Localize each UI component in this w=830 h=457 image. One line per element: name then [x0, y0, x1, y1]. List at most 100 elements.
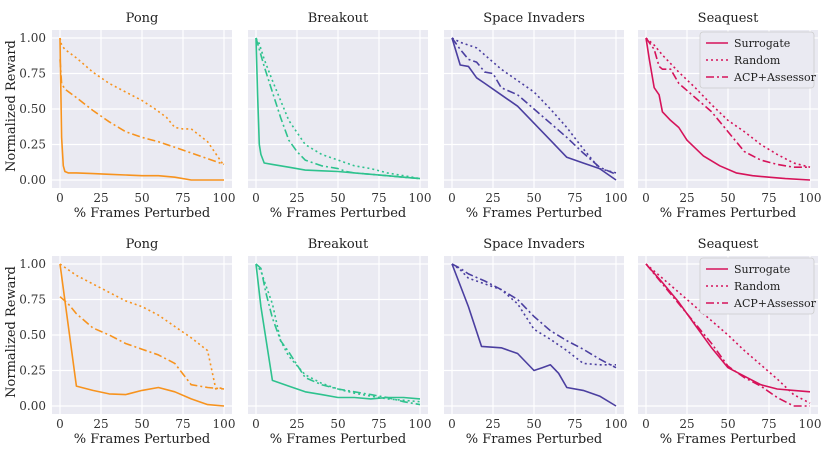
x-tick-label: 0: [56, 417, 64, 431]
chart-panel-6: 0 25 50 75 100 Breakout % Frames Perturbed: [248, 237, 431, 447]
x-tick-label: 25: [679, 191, 694, 205]
x-tick-label: 25: [485, 191, 500, 205]
series-line-surrogate: [451, 37, 617, 181]
series-line-surrogate: [59, 263, 225, 407]
x-tick-label: 25: [93, 417, 108, 431]
chart-panel-5: 0 25 50 75 100 0.00 0.25 0.50 0.75 1.00 Pong % Fram…: [19, 237, 235, 447]
y-tick-label: 0.50: [19, 328, 46, 342]
series-line-surrogate: [645, 263, 811, 393]
series-line-random: [645, 263, 811, 404]
series-line-random: [59, 263, 225, 390]
x-tick-label: 25: [485, 417, 500, 431]
chart-title: Pong: [126, 237, 159, 252]
x-tick-label: 75: [567, 417, 582, 431]
series-line-random: [645, 37, 811, 168]
x-tick-label: 75: [175, 417, 190, 431]
x-tick-label: 0: [56, 191, 64, 205]
x-tick-label: 75: [371, 191, 386, 205]
series-line-surrogate: [59, 37, 224, 181]
x-axis-label: % Frames Perturbed: [660, 206, 797, 221]
x-tick-label: 75: [761, 417, 776, 431]
series-line-acp-assessor: [645, 37, 810, 168]
x-tick-label: 100: [605, 191, 628, 205]
series-line-acp-assessor: [451, 37, 617, 176]
x-tick-label: 100: [213, 417, 236, 431]
x-tick-label: 0: [448, 191, 456, 205]
x-tick-label: 75: [761, 191, 776, 205]
x-tick-label: 75: [371, 417, 386, 431]
x-tick-label: 0: [642, 417, 650, 431]
legend-label: Surrogate: [734, 263, 790, 276]
series-line-acp-assessor: [451, 263, 617, 369]
x-axis-label: % Frames Perturbed: [466, 432, 603, 447]
series-line-acp-assessor: [59, 296, 225, 390]
x-tick-label: 75: [175, 191, 190, 205]
x-tick-label: 50: [134, 191, 149, 205]
x-tick-label: 50: [720, 417, 735, 431]
x-tick-label: 75: [567, 191, 582, 205]
x-tick-label: 25: [679, 417, 694, 431]
series-line-acp-assessor: [255, 263, 421, 406]
x-axis-label: % Frames Perturbed: [74, 432, 211, 447]
chart-title: Breakout: [308, 237, 369, 252]
x-tick-label: 100: [605, 417, 628, 431]
legend: Surrogate Random ACP+Assessor: [699, 31, 817, 89]
x-tick-label: 25: [289, 417, 304, 431]
x-tick-label: 50: [330, 417, 345, 431]
series-line-random: [255, 263, 421, 403]
x-tick-label: 25: [93, 191, 108, 205]
legend-box: [699, 257, 815, 315]
legend-label: ACP+Assessor: [733, 71, 817, 84]
chart-panel-4: 0 25 50 75 100 Seaquest % Frames Perturbed Surr…: [638, 11, 821, 221]
x-tick-label: 50: [330, 191, 345, 205]
x-axis-label: % Frames Perturbed: [270, 432, 407, 447]
chart-title: Space Invaders: [483, 237, 585, 252]
y-tick-label: 0.00: [19, 399, 46, 413]
y-tick-label: 0.25: [19, 364, 46, 378]
chart-title: Space Invaders: [483, 11, 585, 26]
chart-title: Pong: [126, 11, 159, 26]
y-tick-label: 0.75: [19, 67, 46, 81]
y-axis-label-bottom: Normalized Reward: [4, 266, 19, 398]
y-tick-label: 0.00: [19, 173, 46, 187]
legend-label: ACP+Assessor: [733, 297, 817, 310]
x-tick-label: 50: [526, 417, 541, 431]
x-tick-label: 0: [642, 191, 650, 205]
y-tick-label: 0.50: [19, 102, 46, 116]
x-tick-label: 50: [526, 191, 541, 205]
x-tick-label: 0: [252, 191, 260, 205]
series-line-surrogate: [645, 37, 811, 181]
x-axis-label: % Frames Perturbed: [466, 206, 603, 221]
x-tick-label: 100: [409, 417, 432, 431]
legend-label: Surrogate: [734, 37, 790, 50]
y-tick-label: 0.25: [19, 138, 46, 152]
series-line-random: [59, 37, 225, 167]
chart-panel-2: 0 25 50 75 100 Breakout % Frames Perturbed: [248, 11, 431, 221]
x-tick-label: 0: [448, 417, 456, 431]
x-axis-label: % Frames Perturbed: [74, 206, 211, 221]
chart-panel-7: 0 25 50 75 100 Space Invaders % Frames Perturb…: [444, 237, 627, 447]
chart-panel-1: 0 25 50 75 100 0.00 0.25 0.50 0.75 1.00 Pong % Fram…: [19, 11, 235, 221]
series-line-surrogate: [451, 263, 617, 407]
y-tick-label: 1.00: [19, 31, 46, 45]
y-tick-label: 0.75: [19, 293, 46, 307]
series-line-acp-assessor: [255, 37, 421, 180]
legend-label: Random: [734, 54, 781, 67]
chart-panel-3: 0 25 50 75 100 Space Invaders % Frames Perturb…: [444, 11, 627, 221]
x-axis-label: % Frames Perturbed: [660, 432, 797, 447]
series-line-random: [451, 263, 616, 366]
legend-box: [699, 31, 815, 89]
legend: Surrogate Random ACP+Assessor: [699, 257, 817, 315]
x-axis-label: % Frames Perturbed: [270, 206, 407, 221]
x-tick-label: 25: [289, 191, 304, 205]
chart-title: Seaquest: [698, 237, 759, 252]
x-tick-label: 50: [134, 417, 149, 431]
legend-label: Random: [734, 280, 781, 293]
x-tick-label: 100: [799, 417, 822, 431]
x-tick-label: 100: [213, 191, 236, 205]
chart-title: Seaquest: [698, 11, 759, 26]
series-line-acp-assessor: [645, 263, 810, 407]
y-axis-label-top: Normalized Reward: [4, 40, 19, 172]
x-tick-label: 100: [799, 191, 822, 205]
